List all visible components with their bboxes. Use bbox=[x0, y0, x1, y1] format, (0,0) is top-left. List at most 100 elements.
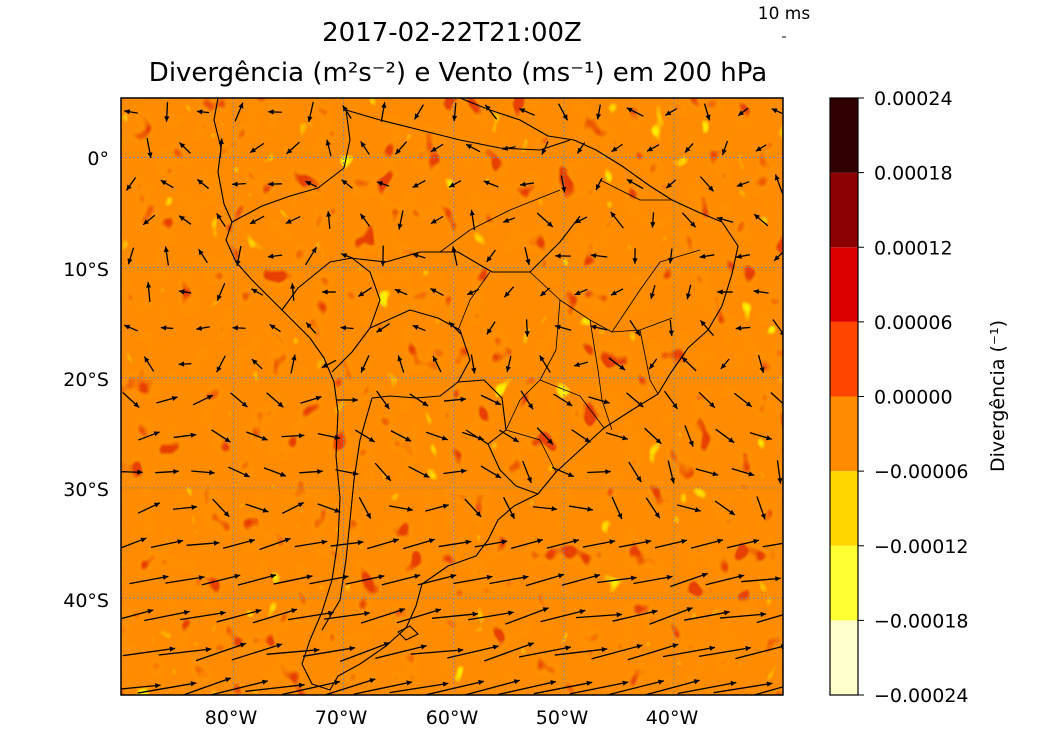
wind-arrow bbox=[263, 467, 287, 477]
wind-arrow bbox=[216, 283, 226, 301]
wind-arrow bbox=[144, 610, 190, 622]
wind-arrow bbox=[431, 611, 479, 619]
wind-arrow bbox=[618, 539, 652, 548]
wind-arrow bbox=[611, 496, 623, 520]
wind-arrow bbox=[196, 109, 210, 115]
wind-arrow bbox=[125, 177, 137, 191]
wind-arrow bbox=[596, 104, 602, 120]
wind-arrow bbox=[698, 391, 716, 409]
wind-arrow bbox=[715, 428, 735, 444]
wind-arrow bbox=[246, 431, 268, 441]
wind-arrow bbox=[304, 246, 318, 266]
wind-arrow bbox=[554, 647, 608, 656]
wind-arrow bbox=[305, 180, 317, 188]
wind-arrow bbox=[741, 576, 781, 583]
wind-arrow bbox=[307, 101, 314, 123]
wind-arrow bbox=[322, 289, 336, 295]
wind-arrow bbox=[158, 647, 212, 656]
colorbar-tick-label: 0.00024 bbox=[874, 88, 953, 110]
wind-arrow bbox=[376, 181, 390, 187]
wind-arrow bbox=[160, 179, 174, 189]
wind-arrow bbox=[726, 538, 760, 549]
wind-arrow bbox=[633, 574, 673, 585]
wind-arrow bbox=[376, 390, 390, 410]
wind-arrow bbox=[605, 432, 629, 441]
wind-arrow bbox=[510, 538, 544, 550]
wind-arrow bbox=[367, 538, 399, 550]
wind-arrow bbox=[772, 319, 783, 336]
wind-arrow bbox=[571, 429, 591, 443]
wind-arrow bbox=[259, 537, 291, 551]
wind-arrow bbox=[123, 324, 139, 332]
wind-arrow bbox=[448, 321, 462, 335]
wind-arrow bbox=[756, 614, 783, 624]
wind-arrow bbox=[502, 145, 516, 151]
wind-arrow bbox=[443, 396, 467, 403]
wind-arrow bbox=[484, 104, 498, 120]
wind-arrow bbox=[156, 396, 178, 404]
wind-arrow bbox=[480, 465, 502, 479]
wind-arrow bbox=[461, 431, 485, 441]
wind-arrow bbox=[597, 575, 637, 584]
wind-vectors bbox=[121, 101, 783, 695]
wind-arrow bbox=[211, 429, 231, 443]
x-tick-label: 80°W bbox=[205, 707, 258, 729]
wind-arrow bbox=[576, 142, 586, 154]
wind-arrow bbox=[390, 430, 412, 442]
colorbar-tick-label: 0.00000 bbox=[874, 387, 953, 409]
wind-arrow bbox=[216, 608, 262, 623]
wind-arrow bbox=[703, 103, 711, 121]
colorbar-band bbox=[830, 172, 858, 248]
wind-arrow bbox=[300, 395, 322, 404]
wind-arrow bbox=[324, 611, 370, 620]
wind-arrow bbox=[705, 574, 745, 586]
colorbar-tick-label: −0.00024 bbox=[874, 685, 969, 707]
wind-arrow bbox=[375, 644, 427, 660]
wind-arrow bbox=[644, 427, 662, 445]
wind-arrow bbox=[776, 460, 783, 484]
wind-arrow bbox=[654, 539, 688, 549]
wind-arrow bbox=[686, 284, 692, 300]
wind-arrow bbox=[201, 573, 241, 586]
wind-arrow bbox=[519, 181, 535, 187]
wind-arrow bbox=[335, 397, 359, 403]
wind-arrow bbox=[452, 102, 458, 122]
wind-arrow bbox=[539, 287, 551, 297]
wind-arrow bbox=[412, 179, 426, 189]
wind-arrow bbox=[717, 289, 733, 295]
wind-arrow bbox=[522, 460, 532, 484]
chart-title: 2017-02-22T21:00Z bbox=[322, 18, 582, 48]
wind-arrow bbox=[627, 643, 679, 661]
wind-arrow bbox=[612, 609, 658, 622]
wind-arrow bbox=[191, 469, 215, 476]
wind-arrow bbox=[684, 610, 730, 621]
wind-arrow bbox=[360, 608, 406, 624]
wind-arrow bbox=[608, 357, 626, 371]
wind-arrow bbox=[462, 679, 520, 695]
wind-arrow bbox=[650, 284, 656, 300]
wind-arrow bbox=[237, 573, 277, 586]
wind-arrow bbox=[698, 645, 752, 658]
wind-arrow bbox=[388, 505, 414, 512]
wind-arrow bbox=[555, 253, 571, 259]
wind-arrow bbox=[325, 139, 332, 157]
wind-arrow bbox=[360, 355, 370, 373]
wind-arrow bbox=[326, 211, 332, 229]
wind-arrow bbox=[670, 572, 708, 588]
wind-arrow bbox=[198, 248, 208, 264]
wind-arrow bbox=[121, 537, 147, 549]
wind-arrow bbox=[222, 538, 256, 549]
wind-arrow bbox=[684, 425, 694, 447]
colorbar-band bbox=[830, 545, 858, 621]
wind-arrow bbox=[228, 466, 250, 478]
wind-arrow bbox=[629, 319, 641, 337]
wind-arrow bbox=[249, 142, 265, 154]
wind-arrow bbox=[290, 354, 297, 374]
wind-arrow bbox=[518, 645, 572, 658]
colorbar-tick-label: 0.00012 bbox=[874, 237, 953, 259]
x-tick-label: 40°W bbox=[646, 707, 699, 729]
wind-arrow bbox=[649, 607, 693, 625]
wind-arrow bbox=[412, 324, 426, 332]
wind-arrow bbox=[519, 108, 535, 116]
